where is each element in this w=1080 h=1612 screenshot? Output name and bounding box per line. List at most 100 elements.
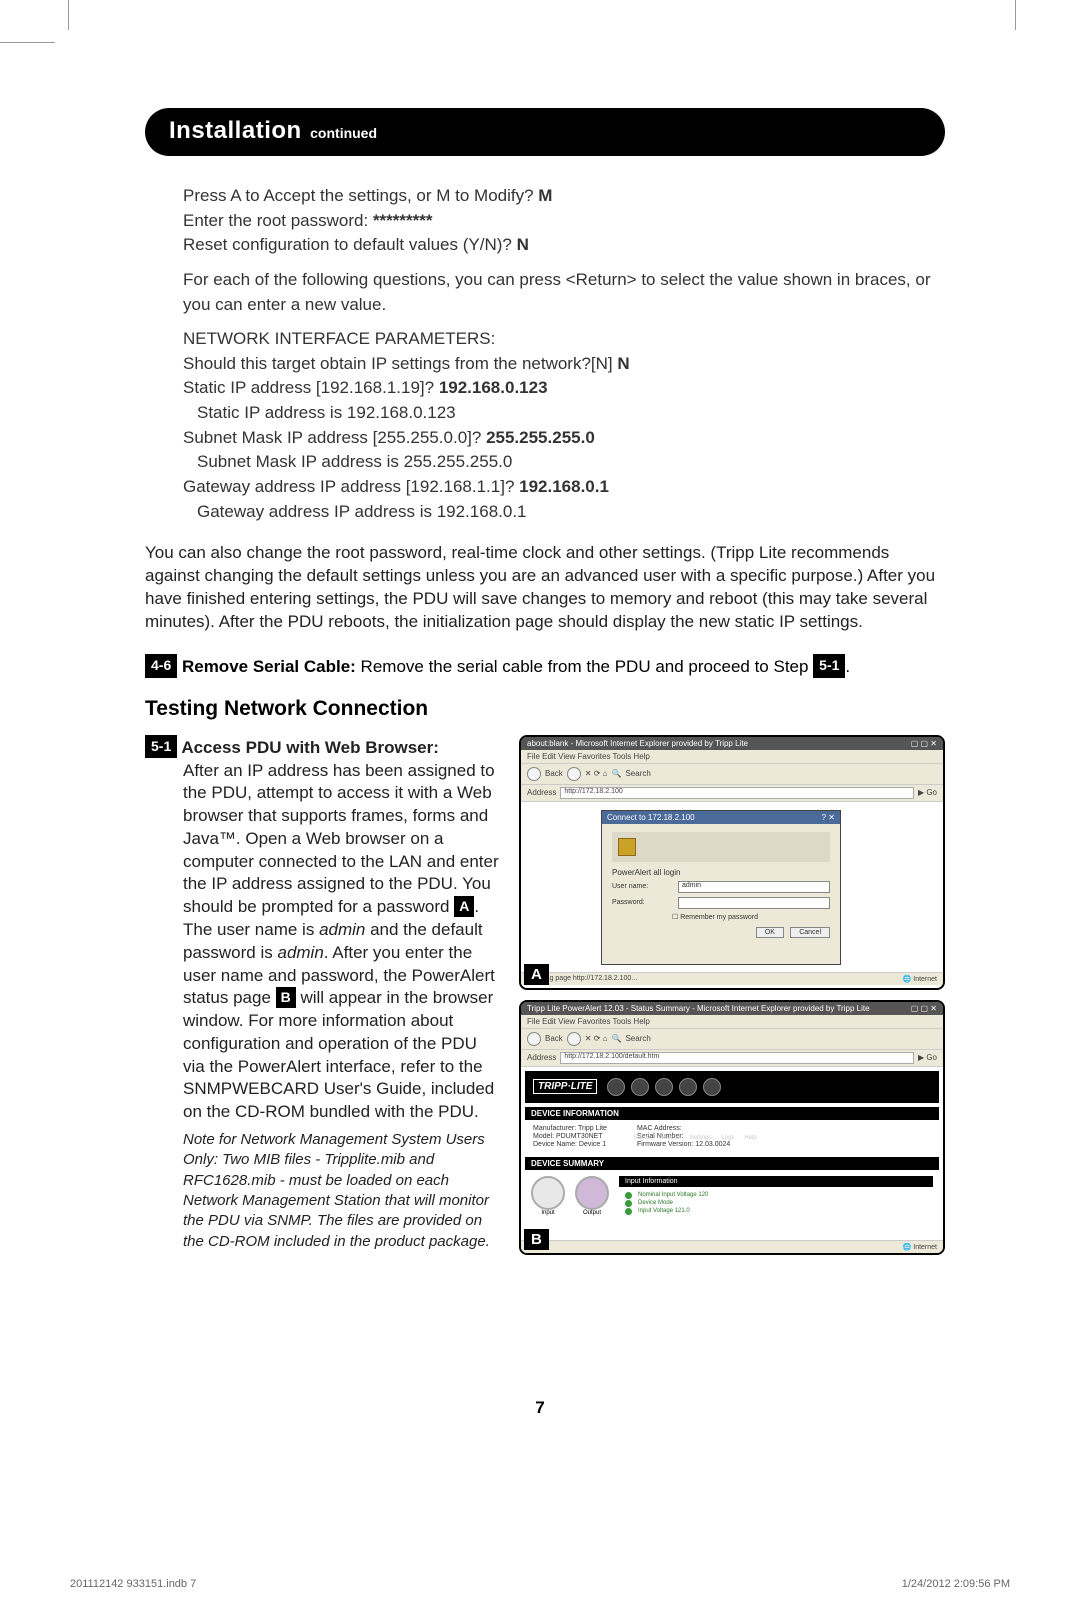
nav-status: Status [633, 1135, 650, 1141]
step-4-6: 4-6 Remove Serial Cable: Remove the seri… [145, 654, 945, 679]
nav-icons-group-b: ✕ ⟳ ⌂ [585, 1034, 608, 1043]
page-content: Installation continued Press A to Accept… [145, 108, 945, 1265]
c-q3: Subnet Mask IP address [255.255.0.0]? [183, 428, 486, 447]
nav-logs-icon [679, 1078, 697, 1096]
step-badge-4-6: 4-6 [145, 654, 177, 678]
di-l3: Device Name: Device 1 [533, 1141, 607, 1148]
ie-toolbar-a: Back ✕ ⟳ ⌂ 🔍 Search [521, 764, 943, 785]
c-l3: Reset configuration to default values (Y… [183, 235, 517, 254]
ie-title-b: Tripp Lite PowerAlert 12.03 - Status Sum… [527, 1004, 870, 1013]
console-output: Press A to Accept the settings, or M to … [183, 184, 935, 524]
window-controls-icon: ▢ ▢ ✕ [911, 739, 937, 748]
nav-settings: Settings [690, 1135, 712, 1141]
ie-toolbar-b: Back ✕ ⟳ ⌂ 🔍 Search [521, 1029, 943, 1050]
address-input-a: http://172.18.2.100 [560, 787, 914, 799]
status-dot-icon [625, 1200, 632, 1207]
realm-text: PowerAlert all login [612, 868, 830, 877]
s51-p3: will appear in the browser window. For m… [183, 988, 494, 1121]
go-icon: ▶ Go [918, 788, 937, 797]
ie-titlebar-b: Tripp Lite PowerAlert 12.03 - Status Sum… [521, 1002, 943, 1015]
ie-status-bar-a: Opening page http://172.18.2.100... 🌐 In… [521, 972, 943, 985]
nav-actions-icon [631, 1078, 649, 1096]
ie-menubar-b: File Edit View Favorites Tools Help [521, 1015, 943, 1029]
dialog-help-close-icon: ? ✕ [822, 813, 835, 822]
username-input: admin [678, 881, 830, 893]
nav-icon-row [607, 1078, 721, 1096]
s51-admin2: admin [277, 943, 323, 962]
c-l3b: N [517, 235, 529, 254]
back-icon [527, 767, 541, 781]
address-label-a: Address [527, 788, 556, 797]
di-r1: MAC Address: [637, 1125, 730, 1132]
cancel-button: Cancel [790, 927, 830, 938]
screenshot-a: about:blank - Microsoft Internet Explore… [519, 735, 945, 990]
ii2: Device Mode [638, 1200, 673, 1207]
section-header: Installation continued [145, 108, 945, 156]
ie-menubar-a: File Edit View Favorites Tools Help [521, 750, 943, 764]
corner-label-b: B [524, 1229, 549, 1250]
footer-right: 1/24/2012 2:09:56 PM [902, 1578, 1010, 1590]
search-label: Search [625, 769, 650, 778]
nav-labels: Status Actions Settings Logs Help [633, 1135, 757, 1141]
s51-p1: After an IP address has been assigned to… [183, 761, 499, 917]
ie-address-bar-b: Address http://172.18.2.100/default.htm … [521, 1050, 943, 1067]
di-left: Manufacturer: Tripp Lite Model: PDUMT30N… [533, 1124, 607, 1149]
c-para: For each of the following questions, you… [183, 268, 935, 317]
header-continued: continued [310, 125, 377, 141]
back-label-b: Back [545, 1034, 563, 1043]
explanation-paragraph: You can also change the root password, r… [145, 542, 939, 634]
letter-badge-b: B [276, 987, 296, 1008]
c-q2b: 192.168.0.123 [439, 378, 548, 397]
username-label: User name: [612, 883, 672, 890]
back-icon-b [527, 1032, 541, 1046]
ii1: Nominal Input Voltage 120 [638, 1192, 708, 1199]
nav-help-icon [703, 1078, 721, 1096]
screenshot-b: Tripp Lite PowerAlert 12.03 - Status Sum… [519, 1000, 945, 1255]
device-summary-body: Input Output Input Information Nominal I… [525, 1170, 939, 1226]
ok-button: OK [756, 927, 784, 938]
password-input [678, 897, 830, 909]
step46-label: Remove Serial Cable: [177, 657, 360, 676]
page-number: 7 [0, 1398, 1080, 1418]
nav-help: Help [744, 1135, 756, 1141]
input-dial-label: Input [531, 1210, 565, 1216]
c-l1b: M [538, 186, 552, 205]
back-label: Back [545, 769, 563, 778]
step46-text: Remove the serial cable from the PDU and… [361, 657, 814, 676]
status-right-a: 🌐 Internet [903, 975, 937, 983]
print-footer: 201112142 933151.indb 7 1/24/2012 2:09:5… [70, 1578, 1010, 1590]
c-l2: Enter the root password: [183, 211, 373, 230]
two-column-layout: 5-1 Access PDU with Web Browser: After a… [145, 735, 945, 1265]
corner-label-a: A [524, 964, 549, 985]
step-ref-5-1: 5-1 [813, 654, 845, 678]
left-column: 5-1 Access PDU with Web Browser: After a… [145, 735, 503, 1252]
nms-note: Note for Network Management System Users… [183, 1130, 503, 1252]
c-q4r: Gateway address IP address is 192.168.0.… [183, 500, 935, 525]
forward-icon [567, 767, 581, 781]
status-right-a-text: Internet [913, 976, 937, 983]
output-dial-icon [575, 1176, 609, 1210]
c-l1: Press A to Accept the settings, or M to … [183, 186, 538, 205]
nav-settings-icon [655, 1078, 673, 1096]
ii3: Input Voltage 121.0 [638, 1208, 690, 1215]
device-info-header: DEVICE INFORMATION [525, 1107, 939, 1120]
c-q4: Gateway address IP address [192.168.1.1]… [183, 477, 519, 496]
ie-titlebar-a: about:blank - Microsoft Internet Explore… [521, 737, 943, 750]
search-icon: 🔍 [611, 769, 621, 778]
dialog-title: Connect to 172.18.2.100 [607, 813, 695, 822]
forward-icon-b [567, 1032, 581, 1046]
poweralert-banner: TRIPP·LITE [525, 1071, 939, 1103]
input-info-header: Input Information [619, 1176, 933, 1187]
lock-graphic [612, 832, 830, 862]
c-q3r: Subnet Mask IP address is 255.255.255.0 [183, 450, 935, 475]
c-q2: Static IP address [192.168.1.19]? [183, 378, 439, 397]
remember-label: Remember my password [680, 914, 758, 921]
search-label-b: Search [625, 1034, 650, 1043]
c-q3b: 255.255.255.0 [486, 428, 595, 447]
status-dot-icon [625, 1208, 632, 1215]
di-l1: Manufacturer: Tripp Lite [533, 1125, 607, 1132]
di-r3: Firmware Version: 12.03.0024 [637, 1141, 730, 1148]
address-input-b: http://172.18.2.100/default.htm [560, 1052, 914, 1064]
s51-admin1: admin [319, 920, 365, 939]
tripplite-logo: TRIPP·LITE [533, 1079, 597, 1094]
